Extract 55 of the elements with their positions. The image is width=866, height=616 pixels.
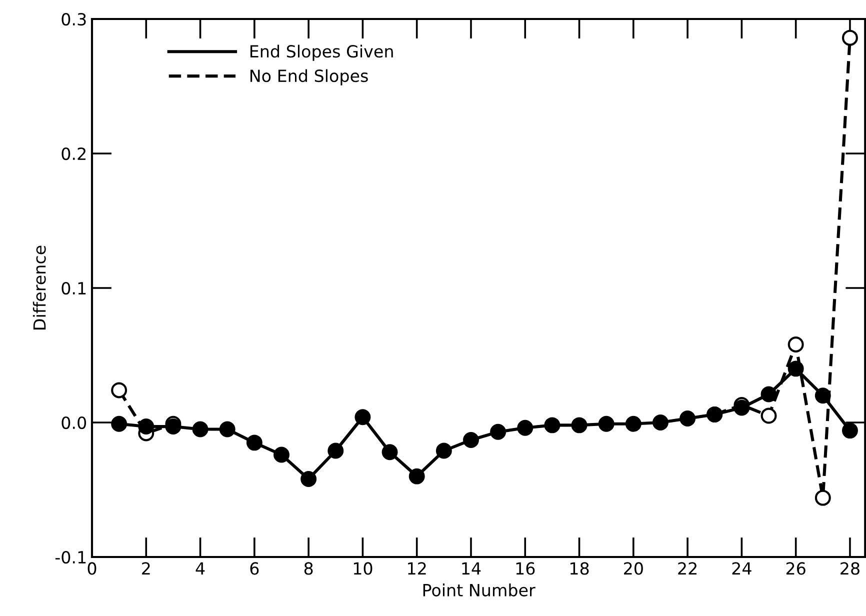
x-tick-label: 0 [88, 562, 96, 575]
point [814, 388, 831, 404]
y-tick-label: 0.1 [62, 282, 86, 295]
x-tick-label: 22 [678, 562, 696, 575]
x-tick-label: 14 [462, 562, 481, 575]
y-tick-label: 0.0 [62, 416, 86, 430]
x-tick-label: 12 [408, 562, 426, 575]
y-axis-title: Difference [32, 246, 46, 330]
point [382, 444, 398, 460]
x-tick-label: 20 [624, 562, 643, 575]
y-tick-label: -0.1 [55, 550, 86, 564]
point [111, 416, 128, 432]
point [517, 420, 534, 436]
point [842, 30, 858, 46]
point [760, 408, 777, 424]
x-tick-label: 10 [354, 562, 372, 575]
point [408, 468, 425, 484]
point [436, 442, 452, 459]
point [490, 424, 506, 440]
x-tick-label: 24 [732, 562, 752, 575]
point [788, 360, 804, 377]
x-tick-label: 28 [840, 562, 860, 575]
point [544, 417, 560, 434]
point [111, 382, 128, 398]
point [300, 471, 317, 487]
point [246, 434, 262, 451]
x-axis-title: Point Number [423, 584, 536, 596]
point [463, 432, 479, 448]
y-tick-label: 0.3 [62, 12, 86, 26]
x-tick-label: 4 [196, 562, 205, 575]
point [192, 421, 208, 438]
legend-label: No End Slopes [250, 69, 368, 86]
point [842, 422, 858, 439]
point [219, 421, 236, 438]
point [680, 410, 696, 426]
y-tick-label: 0.2 [62, 147, 86, 160]
x-tick-label: 8 [304, 562, 313, 575]
point [328, 442, 344, 459]
point [652, 414, 668, 430]
point [571, 417, 588, 434]
point [814, 490, 831, 506]
point [625, 416, 642, 432]
point [788, 336, 804, 352]
legend-label: End Slopes Given [250, 44, 393, 61]
point [760, 386, 777, 402]
point [138, 418, 154, 435]
x-tick-label: 16 [516, 562, 535, 575]
x-tick-label: 2 [142, 562, 150, 575]
point [598, 416, 614, 432]
x-tick-label: 6 [250, 562, 259, 575]
point [354, 409, 371, 426]
point [274, 446, 290, 463]
point [165, 418, 182, 435]
x-tick-label: 26 [786, 562, 806, 575]
x-tick-label: 18 [570, 562, 589, 575]
